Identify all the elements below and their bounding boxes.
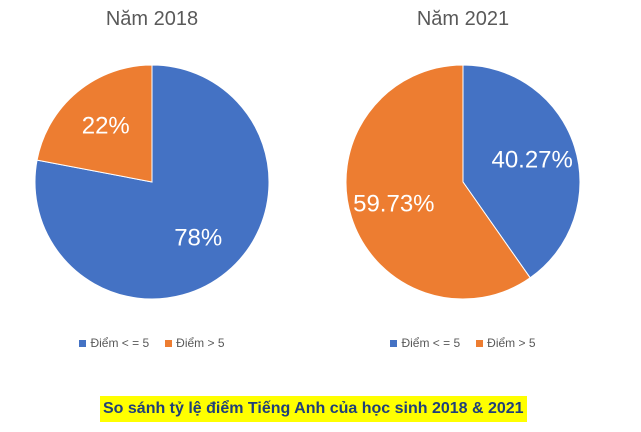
legend-2021: Điểm < = 5 Điểm > 5	[313, 336, 613, 350]
legend-item-2021-low: Điểm < = 5	[390, 336, 460, 350]
chart-caption: So sánh tỷ lệ điểm Tiếng Anh của học sin…	[100, 396, 527, 422]
legend-swatch-high	[476, 339, 484, 347]
legend-item-2021-high: Điểm > 5	[476, 336, 536, 350]
legend-swatch-low	[79, 339, 87, 347]
legend-label-high: Điểm > 5	[176, 336, 225, 350]
legend-swatch-high	[165, 339, 173, 347]
pie-chart-2018: 78% 22%	[34, 64, 270, 300]
slice-high	[345, 64, 531, 300]
slice-high	[36, 64, 153, 183]
slice-low	[462, 64, 581, 279]
legend-swatch-low	[390, 339, 398, 347]
data-label-high: 22%	[82, 113, 130, 140]
data-label-high: 59.73%	[353, 190, 434, 217]
legend-label-high: Điểm > 5	[487, 336, 536, 350]
legend-2018: Điểm < = 5 Điểm > 5	[2, 336, 302, 350]
chart-title-2021: Năm 2021	[416, 8, 510, 30]
data-label-low: 78%	[174, 224, 222, 251]
data-label-low: 40.27%	[491, 147, 572, 174]
chart-title-2018: Năm 2018	[105, 8, 199, 30]
pie-chart-2021: 40.27% 59.73%	[345, 64, 581, 300]
legend-label-low: Điểm < = 5	[90, 336, 150, 350]
legend-item-2018-high: Điểm > 5	[165, 336, 225, 350]
legend-item-2018-low: Điểm < = 5	[79, 336, 149, 350]
legend-label-low: Điểm < = 5	[401, 336, 461, 350]
